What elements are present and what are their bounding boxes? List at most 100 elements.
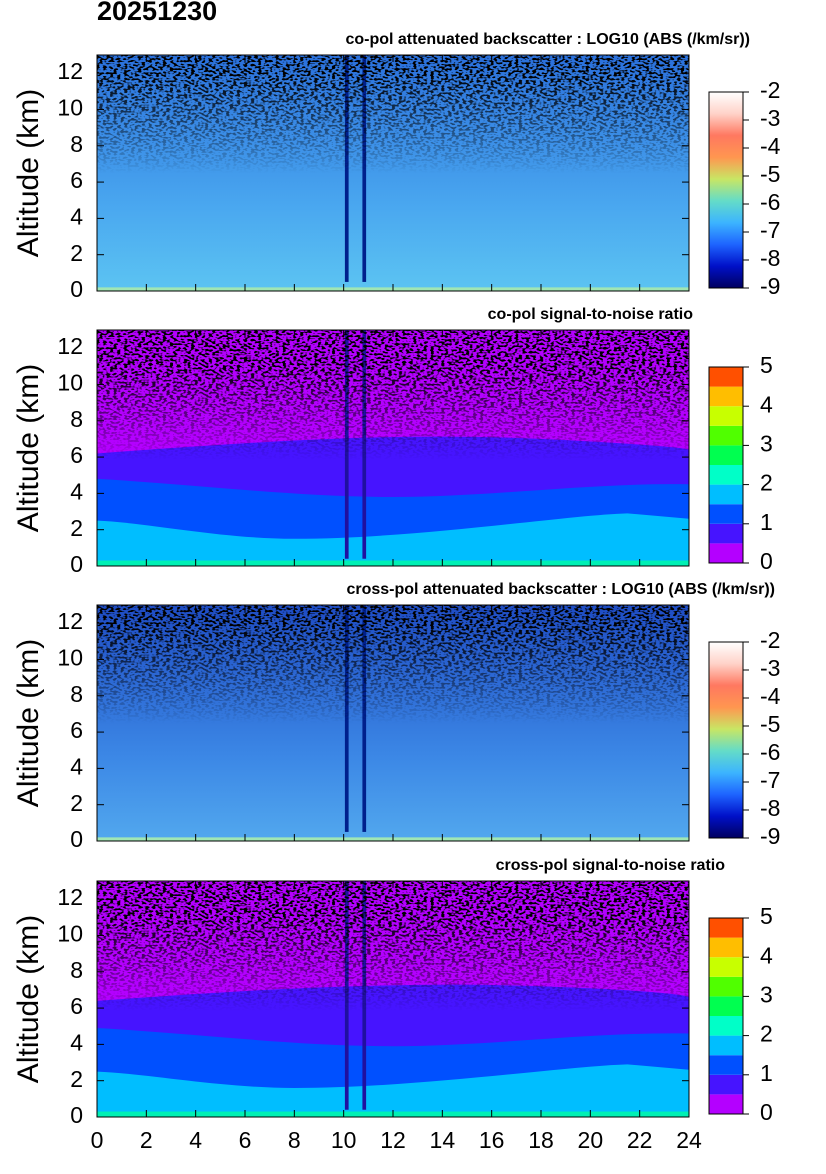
colorbar-tick-label: 0 <box>760 548 773 574</box>
heatmap-image <box>97 55 689 291</box>
y-tick-label: 4 <box>70 478 83 504</box>
colorbar-tick-label: -9 <box>760 273 780 299</box>
x-tick-label: 6 <box>239 1127 252 1153</box>
y-tick-label: 0 <box>70 551 83 577</box>
y-tick-label: 8 <box>70 957 83 983</box>
x-tick-label: 22 <box>627 1127 653 1153</box>
y-tick-label: 6 <box>70 167 83 193</box>
colorbar-swatch <box>709 523 743 544</box>
colorbar-swatch <box>709 1094 743 1114</box>
y-tick-label: 4 <box>70 753 83 779</box>
y-tick-label: 10 <box>57 921 83 947</box>
y-axis-label: Altitude (km) <box>12 364 45 532</box>
x-tick-label: 16 <box>479 1127 505 1153</box>
colorbar-tick-label: 4 <box>760 942 773 968</box>
y-tick-label: 8 <box>70 681 83 707</box>
colorbar-frame <box>708 917 744 1115</box>
y-tick-label: 12 <box>57 58 83 84</box>
colorbar-swatch <box>709 1055 743 1075</box>
y-tick-label: 10 <box>57 370 83 396</box>
colorbar-swatch <box>709 976 743 997</box>
y-tick-label: 8 <box>70 406 83 432</box>
colorbar-swatch <box>709 543 743 563</box>
colorbar-swatch <box>709 1035 743 1056</box>
y-tick-label: 12 <box>57 608 83 634</box>
colorbar-swatch <box>709 367 743 387</box>
colorbar-swatch <box>709 465 743 485</box>
x-tick-label: 18 <box>528 1127 554 1153</box>
colorbar-tick-label: -2 <box>760 627 780 653</box>
colorbar-tick-label: 2 <box>760 470 773 496</box>
y-tick-label: 2 <box>70 515 83 541</box>
x-tick-label: 8 <box>288 1127 301 1153</box>
y-tick-label: 10 <box>57 645 83 671</box>
colorbar-tick-label: 0 <box>760 1099 773 1125</box>
panel-title: cross-pol attenuated backscatter : LOG10… <box>346 581 775 598</box>
x-tick-label: 20 <box>578 1127 604 1153</box>
colorbar <box>709 642 743 838</box>
colorbar-tick-label: -4 <box>760 683 781 709</box>
colorbar-swatch <box>709 484 743 505</box>
y-tick-label: 2 <box>70 790 83 816</box>
colorbar-tick-label: -5 <box>760 161 780 187</box>
panel-title: cross-pol signal-to-noise ratio <box>496 857 726 874</box>
x-tick-label: 0 <box>91 1127 104 1153</box>
colorbar-swatch <box>709 504 743 524</box>
colorbar-swatch <box>709 406 743 426</box>
colorbar-frame <box>708 641 744 839</box>
y-axis-label: Altitude (km) <box>12 639 45 807</box>
y-tick-label: 8 <box>70 131 83 157</box>
colorbar-swatch <box>709 445 743 465</box>
colorbar-swatch <box>709 957 743 977</box>
x-tick-label: 4 <box>189 1127 202 1153</box>
y-tick-label: 12 <box>57 333 83 359</box>
heatmap-image <box>97 605 689 841</box>
colorbar-tick-label: 4 <box>760 391 773 417</box>
y-tick-label: 4 <box>70 203 83 229</box>
figure-title: 20251230 <box>97 0 217 26</box>
colorbar-tick-label: 3 <box>760 430 773 456</box>
colorbar-tick-label: 2 <box>760 1021 773 1047</box>
colorbar-frame <box>708 91 744 289</box>
colorbar-tick-label: 5 <box>760 352 773 378</box>
colorbar-tick-label: -2 <box>760 77 780 103</box>
y-tick-label: 10 <box>57 95 83 121</box>
panel-title: co-pol attenuated backscatter : LOG10 (A… <box>345 31 750 48</box>
colorbar-tick-label: -3 <box>760 105 780 131</box>
colorbar-tick-label: 5 <box>760 903 773 929</box>
colorbar-swatch <box>709 1016 743 1036</box>
y-tick-label: 6 <box>70 993 83 1019</box>
y-axis-label: Altitude (km) <box>12 89 45 257</box>
colorbar-tick-label: -5 <box>760 711 780 737</box>
colorbar-tick-label: -7 <box>760 767 780 793</box>
colorbar-swatch <box>709 386 743 407</box>
y-tick-label: 6 <box>70 717 83 743</box>
y-tick-label: 12 <box>57 884 83 910</box>
colorbar-tick-label: -6 <box>760 189 780 215</box>
x-tick-label: 14 <box>430 1127 456 1153</box>
x-tick-label: 12 <box>380 1127 406 1153</box>
colorbar-tick-label: -3 <box>760 655 780 681</box>
colorbar-swatch <box>709 425 743 446</box>
y-tick-label: 2 <box>70 240 83 266</box>
colorbar-frame <box>708 366 744 564</box>
colorbar-swatch <box>709 918 743 938</box>
colorbar-tick-label: 3 <box>760 981 773 1007</box>
colorbar-tick-label: -8 <box>760 245 780 271</box>
colorbar-swatch <box>709 1074 743 1095</box>
colorbar-swatch <box>709 996 743 1016</box>
x-tick-label: 10 <box>331 1127 357 1153</box>
colorbar <box>709 92 743 288</box>
heatmap-image <box>97 330 689 566</box>
y-tick-label: 0 <box>70 276 83 302</box>
colorbar-tick-label: 1 <box>760 509 773 535</box>
heatmap-image <box>97 881 689 1117</box>
x-tick-label: 24 <box>676 1127 702 1153</box>
colorbar-tick-label: -9 <box>760 823 780 849</box>
colorbar-tick-label: 1 <box>760 1060 773 1086</box>
y-axis-label: Altitude (km) <box>12 915 45 1083</box>
y-tick-label: 0 <box>70 826 83 852</box>
y-tick-label: 6 <box>70 442 83 468</box>
y-tick-label: 2 <box>70 1066 83 1092</box>
